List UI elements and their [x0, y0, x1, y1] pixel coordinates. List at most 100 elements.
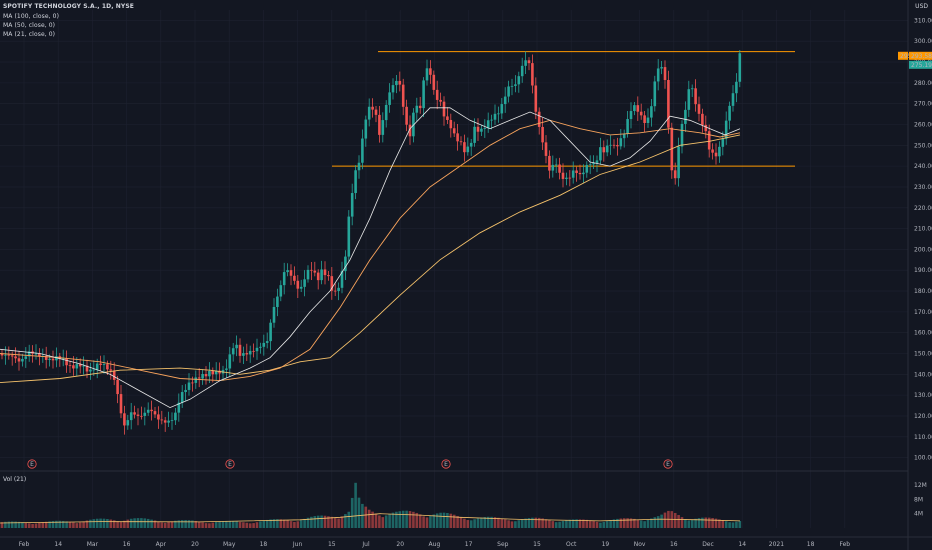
volume-bar [320, 515, 323, 528]
candle-body [167, 420, 170, 423]
candle-body [592, 162, 595, 165]
candle-body [575, 170, 578, 173]
ma-100-legend[interactable]: MA (100, close, 0) [3, 13, 60, 20]
volume-bar [643, 521, 646, 528]
price-tick-label: 130.00 [914, 392, 932, 399]
candle-body [163, 420, 167, 423]
chart-title: SPOTIFY TECHNOLOGY S.A., 1D, NYSE [3, 3, 134, 10]
volume-bar [99, 518, 102, 528]
candle-body [180, 392, 184, 403]
volume-bar [388, 513, 391, 528]
candle-body [7, 354, 11, 356]
candle-body [599, 147, 602, 161]
candle-body [289, 270, 293, 276]
volume-bar [558, 521, 561, 528]
candle-body [517, 76, 521, 85]
volume-bar [286, 520, 289, 528]
volume-bar [701, 517, 704, 528]
volume-bar [446, 512, 449, 528]
volume-bar [116, 521, 119, 528]
volume-bar [78, 522, 82, 528]
volume-bar [211, 522, 215, 528]
candle-body [75, 364, 79, 369]
candle-body [153, 411, 157, 415]
candle-body [320, 269, 323, 281]
volume-bar [123, 520, 126, 528]
candle-body [425, 68, 429, 81]
volume-bar [191, 520, 194, 528]
volume-bar [711, 518, 714, 528]
volume-bar [619, 518, 623, 528]
candle-body [34, 353, 38, 355]
candle-body [323, 269, 327, 276]
candle-body [401, 84, 405, 107]
candle-body [208, 370, 211, 377]
candle-body [646, 117, 650, 123]
volume-bar [718, 519, 721, 528]
candle-body [55, 356, 58, 361]
time-tick-label: Apr [156, 541, 167, 548]
horizontal-levels[interactable] [332, 51, 795, 167]
candle-body [316, 272, 320, 281]
candle-body [544, 142, 548, 156]
volume-bar [602, 521, 606, 528]
ma-21-legend[interactable]: MA (21, close, 0) [3, 31, 56, 38]
volume-bar [31, 523, 34, 528]
time-tick-label: 15 [533, 541, 541, 548]
time-axis[interactable]: Feb 14 Mar 16 Apr 20 May 18 Jun 15 Jul 20 Aug 17 Sep 15… [19, 541, 851, 548]
candle-body [0, 353, 4, 356]
candle-body [38, 353, 41, 357]
volume-bar [262, 520, 266, 528]
volume-bar [663, 512, 667, 528]
candle-body [531, 63, 534, 86]
candle-body [697, 104, 701, 114]
candle-body [568, 177, 572, 179]
volume-bar [541, 518, 544, 528]
volume-bar [412, 511, 415, 528]
price-tick-label: 110.00 [914, 434, 932, 441]
candle-body [439, 99, 442, 102]
last-price-tag-bg [909, 60, 932, 69]
candle-body [112, 370, 116, 380]
volume-bar [381, 517, 385, 528]
price-tick-label: 260.00 [914, 122, 932, 129]
candle-body [248, 350, 252, 355]
volume-bar [401, 510, 405, 528]
volume-bar [714, 518, 718, 528]
candle-body [395, 80, 398, 86]
candle-body [306, 269, 310, 280]
candle-body [609, 144, 612, 146]
volume-bar [347, 511, 351, 528]
ma-50-legend[interactable]: MA (50, close, 0) [3, 22, 56, 29]
candle-body [391, 85, 395, 93]
volume-bar [626, 518, 629, 528]
volume-bar [565, 520, 568, 528]
volume-bar [575, 519, 578, 528]
volume-bar [721, 520, 725, 528]
volume-bar [731, 522, 735, 528]
volume-bar [517, 520, 521, 528]
candle-body [418, 105, 422, 109]
candle-body [616, 145, 619, 147]
candle-body [619, 138, 623, 147]
volume-bar [279, 519, 283, 528]
candle-body [48, 358, 51, 360]
currency-label[interactable]: USD [915, 3, 928, 10]
time-tick-label: 14 [54, 541, 62, 548]
volume-legend[interactable]: Vol (21) [3, 476, 27, 483]
time-tick-label: Jul [361, 541, 370, 548]
candle-body [143, 412, 147, 416]
volume-bar [650, 518, 653, 528]
volume-bar [10, 521, 14, 528]
volume-bar [548, 520, 551, 528]
candle-body [262, 342, 266, 347]
volume-bar [483, 517, 487, 528]
volume-bar [7, 521, 11, 528]
candle-body [473, 126, 476, 143]
price-tick-label: 270.00 [914, 101, 932, 108]
candle-body [61, 358, 65, 360]
volume-bar [374, 513, 378, 528]
candle-body [102, 364, 106, 366]
